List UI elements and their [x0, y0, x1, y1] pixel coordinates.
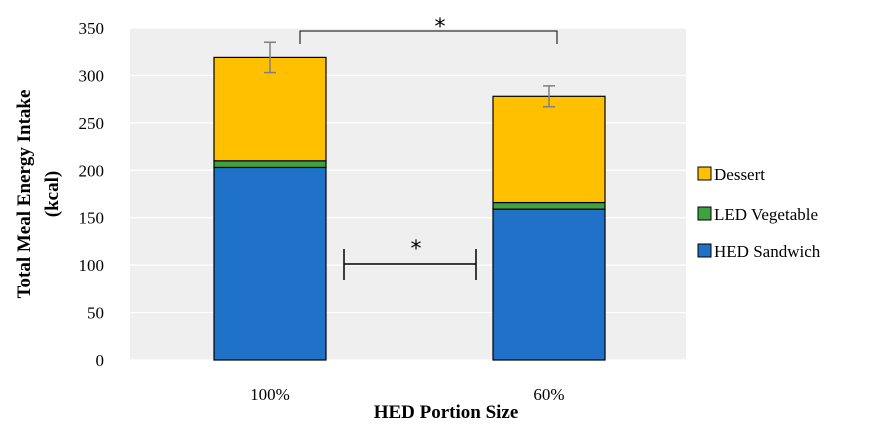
y-tick-label: 50 — [87, 304, 104, 323]
bar-segment-hed-sandwich — [213, 166, 327, 361]
legend-label: LED Vegetable — [714, 205, 818, 224]
bars — [213, 56, 606, 361]
y-tick-label: 0 — [96, 351, 105, 370]
y-tick-label: 200 — [79, 161, 105, 180]
significance-star-total: * — [435, 15, 446, 40]
x-tick-label: 100% — [250, 385, 290, 404]
error-bars — [264, 41, 555, 108]
x-axis-title: HED Portion Size — [374, 402, 519, 423]
y-axis-ticks: 0 50 100 150 200 250 300 350 — [79, 19, 105, 370]
bar-segment-dessert — [213, 56, 327, 162]
bar-segment-led-vegetable — [213, 160, 327, 169]
legend-swatch — [697, 166, 712, 181]
legend-label: Dessert — [714, 165, 765, 184]
legend-swatch — [697, 206, 712, 221]
y-tick-label: 350 — [79, 19, 105, 38]
significance-star-sandwich: * — [411, 237, 422, 262]
x-axis-ticks: 100% 60% — [250, 385, 564, 404]
y-tick-label: 100 — [79, 256, 105, 275]
bar-segment-led-vegetable — [492, 201, 606, 210]
legend: Dessert LED Vegetable HED Sandwich — [697, 165, 821, 261]
legend-label: HED Sandwich — [714, 242, 821, 261]
y-axis-title: Total Meal Energy Intake (kcal) — [14, 90, 63, 299]
bar-segment-dessert — [492, 95, 606, 204]
y-tick-label: 250 — [79, 114, 105, 133]
bar-segment-hed-sandwich — [492, 208, 606, 361]
x-tick-label: 60% — [533, 385, 564, 404]
y-axis-title-line-1: Total Meal Energy Intake — [14, 90, 35, 299]
y-axis-title-line-2: (kcal) — [42, 171, 63, 217]
y-tick-label: 300 — [79, 66, 105, 85]
significance-bracket-total — [299, 30, 558, 44]
legend-swatch — [697, 243, 712, 258]
y-tick-label: 150 — [79, 209, 105, 228]
significance-annotations: ** — [299, 15, 558, 280]
